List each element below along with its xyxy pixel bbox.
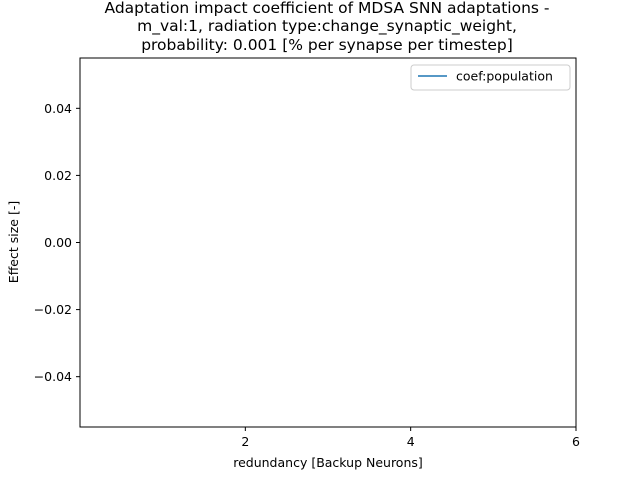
legend-label-coef-population: coef:population xyxy=(456,69,553,84)
y-tick-label: 0.02 xyxy=(44,168,72,183)
x-axis-label: redundancy [Backup Neurons] xyxy=(233,455,423,470)
title-line-1: Adaptation impact coefficient of MDSA SN… xyxy=(104,0,549,17)
x-tick-label: 6 xyxy=(572,434,580,449)
y-tick-label: −0.04 xyxy=(34,369,72,384)
plot-area xyxy=(80,58,576,427)
plot-frame xyxy=(79,57,577,428)
title-line-3: probability: 0.001 [% per synapse per ti… xyxy=(141,36,513,54)
x-tick-label: 4 xyxy=(407,434,415,449)
y-axis-ticks: −0.04 −0.02 0.00 0.02 0.04 xyxy=(34,101,80,384)
legend: coef:population xyxy=(410,64,571,91)
y-tick-label: 0.04 xyxy=(44,101,72,116)
y-tick-label: 0.00 xyxy=(44,235,72,250)
chart-title: Adaptation impact coefficient of MDSA SN… xyxy=(104,0,549,54)
x-axis-ticks: 2 4 6 xyxy=(241,427,580,449)
y-axis-label: Effect size [-] xyxy=(6,201,21,283)
legend-box xyxy=(410,64,571,91)
y-tick-label: −0.02 xyxy=(34,302,72,317)
title-line-2: m_val:1, radiation type:change_synaptic_… xyxy=(137,17,517,36)
x-tick-label: 2 xyxy=(241,434,249,449)
